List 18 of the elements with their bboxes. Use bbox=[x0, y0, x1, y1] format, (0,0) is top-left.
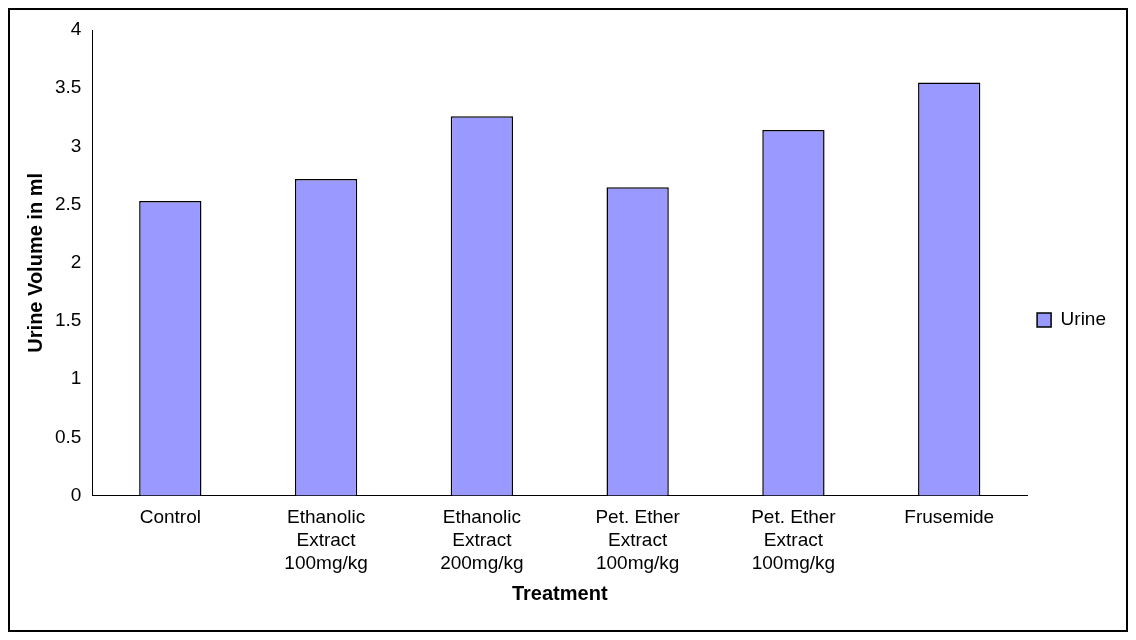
x-axis-title: Treatment bbox=[511, 581, 608, 604]
x-tick-label: Frusemide bbox=[904, 506, 995, 528]
legend-label: Urine bbox=[1060, 308, 1106, 330]
y-tick-label: 1.5 bbox=[54, 309, 82, 331]
y-tick-label: 2.5 bbox=[54, 192, 82, 214]
y-tick-label: 0.5 bbox=[54, 425, 82, 447]
y-tick-label: 3.5 bbox=[54, 76, 82, 98]
x-tick-label: Control bbox=[139, 506, 201, 528]
x-tick-label: Pet. Ether Extract 100mg/kg bbox=[595, 506, 681, 573]
x-tick-label: Pet. Ether Extract 100mg/kg bbox=[751, 506, 837, 573]
y-tick-label: 4 bbox=[70, 18, 82, 40]
y-tick-label: 0 bbox=[70, 483, 82, 505]
y-axis-title: Urine Volume in ml bbox=[23, 172, 46, 353]
x-tick-label: Ethanolic Extract 100mg/kg bbox=[284, 506, 368, 573]
y-tick-label: 1 bbox=[70, 367, 82, 389]
x-tick-label: Ethanolic Extract 200mg/kg bbox=[440, 506, 524, 573]
y-tick-label: 2 bbox=[70, 251, 82, 273]
y-tick-label: 3 bbox=[70, 134, 82, 156]
